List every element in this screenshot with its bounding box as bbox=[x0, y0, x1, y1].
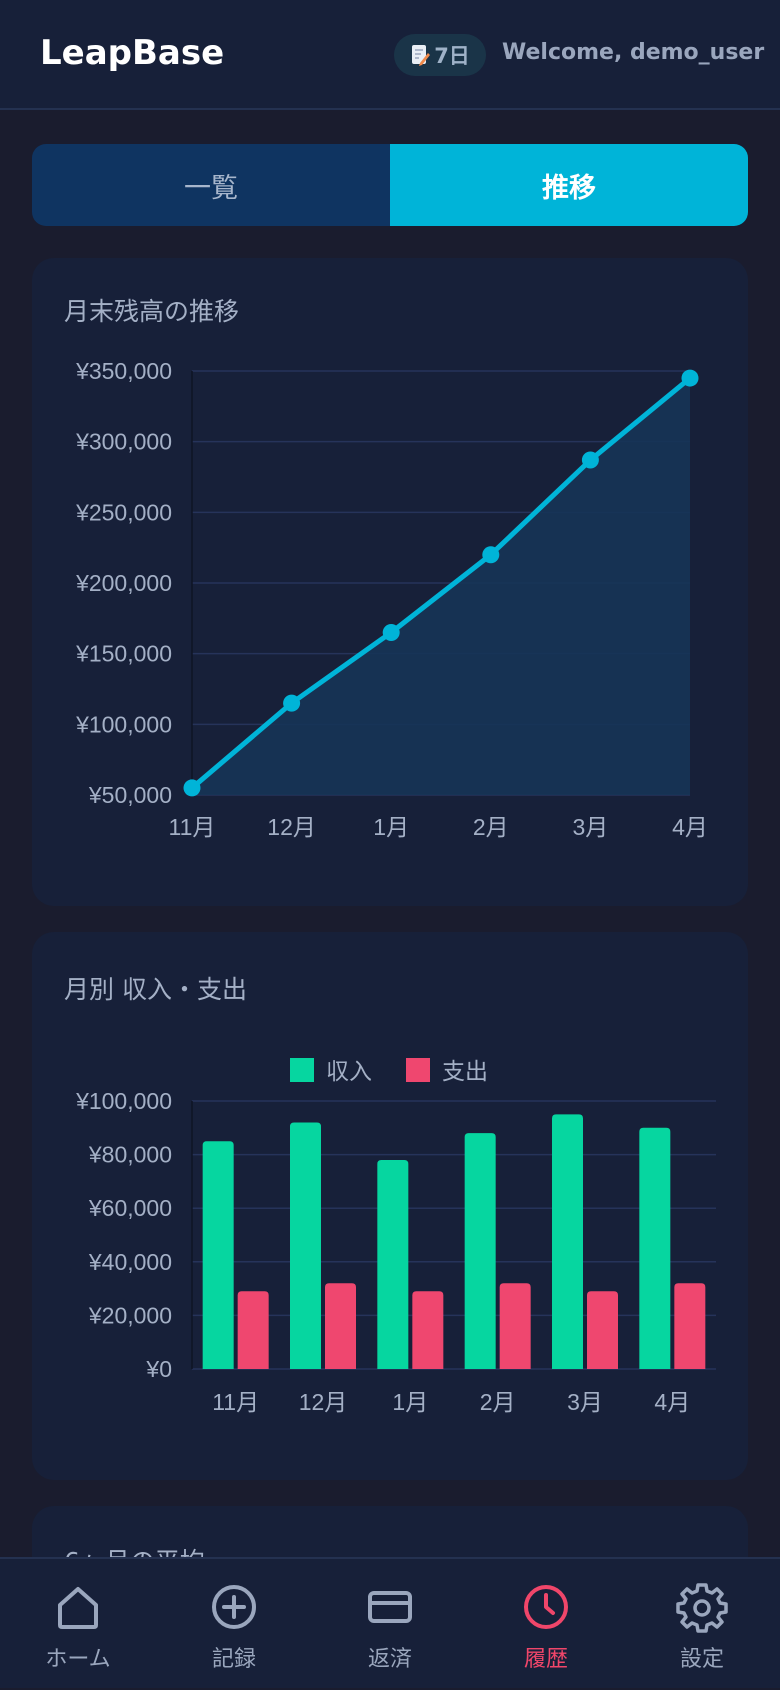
income-bar bbox=[377, 1159, 409, 1369]
view-tabs: 一覧 推移 bbox=[32, 144, 748, 226]
expense-bar bbox=[499, 1283, 531, 1369]
income-bar bbox=[639, 1127, 671, 1369]
y-tick-label: ¥50,000 bbox=[88, 782, 172, 808]
data-point bbox=[681, 369, 699, 387]
legend-swatch bbox=[290, 1058, 314, 1082]
nav-record-label: 記録 bbox=[211, 1647, 256, 1672]
x-tick-label: 1月 bbox=[373, 814, 409, 840]
x-tick-label: 12月 bbox=[267, 814, 316, 840]
x-tick-label: 2月 bbox=[473, 814, 509, 840]
x-tick-label: 1月 bbox=[392, 1389, 428, 1415]
nav-home[interactable]: ホーム bbox=[0, 1559, 156, 1690]
balance-line bbox=[189, 375, 693, 791]
income-expense-card: 月別 収入・支出 収入 支出 ¥0 ¥20,000 ¥40,000 ¥60,000 ¥80,… bbox=[32, 932, 748, 1480]
data-point bbox=[382, 623, 400, 641]
y-tick-label: ¥0 bbox=[145, 1356, 172, 1382]
y-tick-label: ¥20,000 bbox=[88, 1302, 172, 1328]
balance-card-title: 月末残高の推移 bbox=[64, 297, 240, 326]
x-tick-label: 12月 bbox=[299, 1389, 348, 1415]
balance-card: 月末残高の推移 ¥50,000 ¥100,000 ¥150,000 ¥200,000 ¥… bbox=[32, 258, 748, 906]
y-tick-label: ¥150,000 bbox=[75, 641, 172, 667]
gear-icon bbox=[676, 1583, 728, 1633]
nav-record[interactable]: 記録 bbox=[156, 1559, 312, 1690]
data-point bbox=[482, 546, 500, 564]
nav-settings-label: 設定 bbox=[679, 1647, 724, 1672]
y-tick-label: ¥80,000 bbox=[88, 1142, 172, 1168]
income-bar bbox=[552, 1114, 583, 1369]
nav-history[interactable]: 履歴 bbox=[468, 1559, 624, 1690]
home-icon bbox=[58, 1587, 98, 1629]
income-bar bbox=[290, 1122, 321, 1369]
nav-settings[interactable]: 設定 bbox=[624, 1559, 780, 1690]
app-header: LeapBase 7日 Welcome, demo_user bbox=[0, 0, 780, 110]
area-fill bbox=[192, 378, 690, 795]
x-tick-label: 4月 bbox=[672, 814, 708, 840]
credit-card-icon bbox=[368, 1591, 412, 1623]
expense-bar bbox=[587, 1291, 618, 1369]
memo-icon bbox=[412, 45, 431, 66]
nav-repay-label: 返済 bbox=[367, 1647, 412, 1672]
income-bar bbox=[202, 1141, 234, 1369]
data-point bbox=[581, 451, 599, 469]
income-expense-bar-chart: 収入 支出 ¥0 ¥20,000 ¥40,000 ¥60,000 ¥80,000 ¥100,0… bbox=[75, 1058, 716, 1415]
x-tick-label: 3月 bbox=[567, 1389, 603, 1415]
x-tick-label: 4月 bbox=[654, 1389, 690, 1415]
nav-history-label: 履歴 bbox=[523, 1647, 568, 1672]
income-bar bbox=[464, 1133, 496, 1369]
x-tick-label: 3月 bbox=[573, 814, 609, 840]
y-tick-label: ¥40,000 bbox=[88, 1249, 172, 1275]
nav-home-label: ホーム bbox=[45, 1647, 111, 1672]
balance-line-chart: ¥50,000 ¥100,000 ¥150,000 ¥200,000 ¥250,000 ¥… bbox=[75, 358, 708, 840]
y-tick-label: ¥60,000 bbox=[88, 1195, 172, 1221]
legend-label: 収入 bbox=[326, 1058, 372, 1084]
plus-circle-icon bbox=[212, 1585, 256, 1629]
expense-bar bbox=[325, 1283, 356, 1369]
x-tick-label: 11月 bbox=[212, 1389, 259, 1415]
y-tick-label: ¥200,000 bbox=[75, 570, 172, 596]
income-expense-card-title: 月別 収入・支出 bbox=[64, 975, 247, 1004]
tab-trend[interactable]: 推移 bbox=[390, 144, 748, 226]
legend-swatch bbox=[406, 1058, 430, 1082]
streak-badge[interactable]: 7日 bbox=[394, 34, 486, 76]
tab-list[interactable]: 一覧 bbox=[32, 144, 390, 226]
data-point bbox=[183, 779, 201, 797]
y-tick-label: ¥250,000 bbox=[75, 499, 172, 525]
x-tick-label: 11月 bbox=[169, 814, 216, 840]
welcome-text: Welcome, demo_user bbox=[502, 40, 765, 65]
expense-bar bbox=[412, 1291, 444, 1369]
streak-days: 7日 bbox=[434, 44, 470, 68]
y-tick-label: ¥100,000 bbox=[75, 1088, 172, 1114]
nav-repay[interactable]: 返済 bbox=[312, 1559, 468, 1690]
app-brand: LeapBase bbox=[40, 33, 225, 73]
y-tick-label: ¥100,000 bbox=[75, 711, 172, 737]
y-tick-label: ¥300,000 bbox=[75, 429, 172, 455]
expense-bar bbox=[237, 1291, 269, 1369]
legend-label: 支出 bbox=[442, 1058, 488, 1084]
x-tick-label: 2月 bbox=[480, 1389, 516, 1415]
bottom-nav: ホーム 記録 返済 履歴 設定 bbox=[0, 1557, 780, 1688]
y-tick-label: ¥350,000 bbox=[75, 358, 172, 384]
clock-icon bbox=[524, 1585, 568, 1629]
data-point bbox=[283, 694, 301, 712]
expense-bar bbox=[674, 1283, 706, 1369]
